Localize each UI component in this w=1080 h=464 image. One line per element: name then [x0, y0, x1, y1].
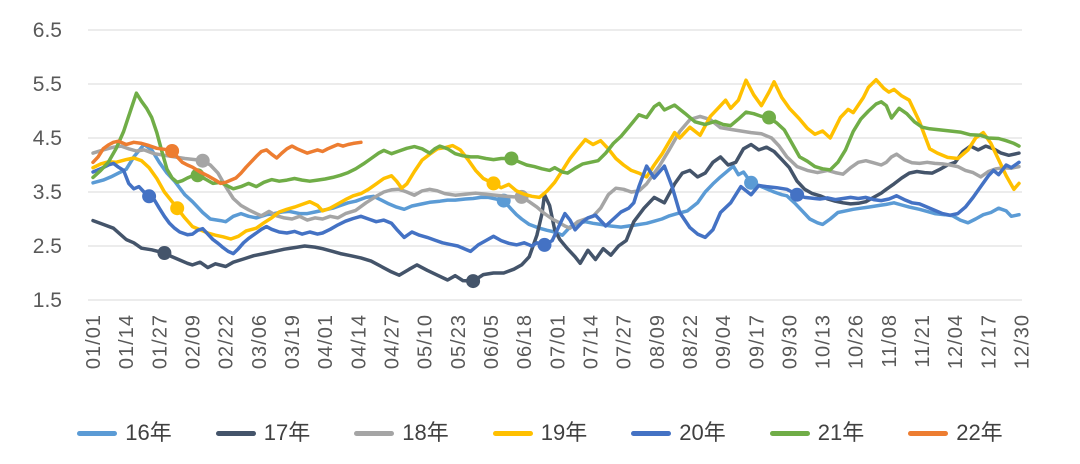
series-line-2	[91, 114, 1021, 230]
x-axis-tick-label: 07/27	[614, 314, 636, 369]
legend-label: 17年	[263, 420, 311, 445]
x-axis-tick-label: 09/17	[746, 314, 768, 369]
y-axis-label: 1.5	[33, 289, 62, 312]
x-axis-tick-label: 01/01	[83, 314, 105, 369]
legend-label: 19年	[540, 420, 588, 445]
legend-swatch-icon	[492, 430, 533, 436]
series-line-0	[91, 142, 1021, 237]
x-axis-tick-label: 09/30	[779, 314, 801, 369]
x-axis-tick-label: 06/05	[481, 314, 503, 369]
legend-item-0[interactable]: 16年	[77, 420, 172, 445]
series-marker-0	[744, 175, 759, 190]
y-axis-label: 2.5	[33, 235, 62, 258]
series-marker-5	[762, 110, 776, 125]
legend-swatch-icon	[215, 430, 256, 436]
series-marker-6	[165, 144, 180, 158]
legend-label: 18年	[402, 420, 449, 445]
legend-item-3[interactable]: 19年	[492, 420, 588, 445]
legend-item-2[interactable]: 18年	[354, 420, 449, 445]
series-marker-1	[466, 274, 481, 289]
x-axis-tick-label: 04/27	[381, 314, 403, 369]
series-marker-3	[486, 176, 501, 191]
series-marker-4	[790, 187, 805, 202]
legend-item-1[interactable]: 17年	[215, 420, 311, 445]
series-marker-2	[195, 153, 210, 168]
series-marker-5	[504, 151, 519, 166]
series-line-5	[91, 91, 1021, 191]
x-axis-tick-label: 06/18	[514, 314, 536, 369]
y-axis-label: 5.5	[33, 73, 62, 96]
legend-item-6[interactable]: 22年	[908, 420, 1003, 445]
legend-label: 16年	[125, 420, 172, 445]
legend-item-5[interactable]: 21年	[769, 420, 865, 445]
x-axis-tick-label: 04/14	[348, 314, 370, 369]
x-axis-tick-label: 03/06	[249, 314, 271, 369]
y-axis-label: 4.5	[33, 127, 62, 150]
legend-label: 22年	[956, 420, 1003, 445]
x-axis-tick-label: 02/09	[182, 314, 204, 369]
x-axis-tick-label: 05/10	[415, 314, 437, 369]
x-axis-tick-label: 05/23	[448, 314, 470, 369]
legend-swatch-icon	[77, 430, 118, 436]
series-marker-1	[157, 246, 172, 260]
x-axis-tick-label: 12/17	[978, 314, 1000, 369]
y-axis-label: 3.5	[33, 181, 62, 204]
x-axis-tick-label: 11/21	[912, 314, 934, 368]
series-line-6	[91, 139, 363, 186]
x-axis-tick-label: 12/04	[945, 314, 967, 369]
x-axis-tick-label: 08/09	[647, 314, 669, 369]
x-axis-tick-label: 11/08	[879, 314, 901, 368]
legend-swatch-icon	[908, 430, 949, 436]
line-chart: 6.5 5.5 4.5 3.5 2.5 1.5 01/01 01/14 01/27 02/09 02…	[33, 19, 1034, 369]
x-axis-tick-label: 01/27	[149, 314, 171, 369]
legend-item-4[interactable]: 20年	[631, 420, 726, 445]
x-axis-tick-label: 07/14	[580, 314, 602, 369]
legend-swatch-icon	[631, 430, 672, 436]
legend-swatch-icon	[769, 430, 810, 436]
series-marker-3	[170, 201, 185, 216]
x-axis-tick-label: 01/14	[116, 314, 138, 369]
series-line-3	[91, 77, 1021, 241]
x-axis-tick-label: 07/01	[547, 314, 569, 369]
series-marker-4	[537, 237, 552, 252]
x-axis-tick-label: 12/30	[1012, 314, 1034, 369]
x-axis-tick-label: 10/26	[846, 314, 868, 369]
legend-label: 20年	[679, 420, 726, 445]
x-axis-tick-label: 02/22	[216, 314, 238, 369]
y-axis-label: 6.5	[33, 19, 62, 42]
series-line-1	[91, 142, 1021, 283]
x-axis-tick-label: 03/19	[282, 314, 304, 369]
x-axis-tick-label: 08/22	[680, 314, 702, 369]
legend-label: 21年	[817, 420, 865, 445]
series-marker-4	[142, 189, 157, 204]
series-line-4	[91, 160, 1021, 256]
x-axis-tick-label: 04/01	[315, 314, 337, 369]
legend: 16年 17年 18年 19年 20年 21年 22年	[0, 402, 1080, 464]
legend-swatch-icon	[354, 430, 395, 436]
x-axis-tick-label: 10/13	[813, 314, 835, 369]
x-axis-tick-label: 09/04	[713, 314, 735, 369]
